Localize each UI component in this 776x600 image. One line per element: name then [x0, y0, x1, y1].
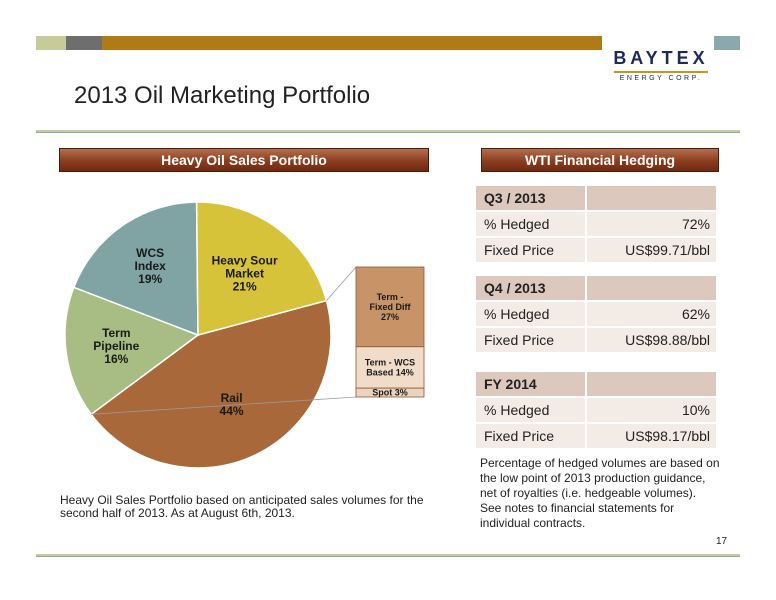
- bar-label-term-fixed-diff: Term -Fixed Diff 27%: [369, 292, 411, 322]
- breakdown-connectors: [91, 266, 357, 415]
- portfolio-footnote: Heavy Oil Sales Portfolio based on antic…: [60, 493, 424, 520]
- pie-slices: [64, 201, 332, 469]
- title-divider: [36, 130, 740, 133]
- pie-label-heavy-sour-market: Heavy Sour Market 21%: [212, 254, 278, 294]
- pie-label-rail: Rail 44%: [220, 391, 244, 418]
- hedge-period: FY 2014: [476, 372, 587, 398]
- hedge-value: US$98.17/bbl: [585, 423, 716, 450]
- logo-rule: [614, 71, 708, 73]
- hedge-value: US$99.71/bbl: [585, 237, 716, 264]
- bar-segment-spot: [355, 387, 425, 398]
- connector-top: [326, 266, 357, 301]
- hedge-value: 62%: [585, 301, 716, 328]
- left-panel-header: Heavy Oil Sales Portfolio: [59, 148, 429, 172]
- pie-slice-heavy-sour-market: [195, 201, 328, 336]
- bar-label-term-wcs-based: Term - WCS Based 14%: [365, 357, 415, 377]
- header-color-strip: [36, 36, 602, 50]
- strip-segment-gray: [66, 36, 102, 50]
- logo-wordmark: BAYTEX: [613, 48, 709, 68]
- hedge-table-q4: Q4 / 2013 % Hedged 62% Fixed Price US$98.8…: [476, 276, 716, 354]
- bar-label-spot: Spot 3%: [372, 388, 408, 398]
- page-number: 17: [716, 536, 728, 547]
- hedge-table-fy2014: FY 2014 % Hedged 10% Fixed Price US$98.17/…: [476, 372, 716, 450]
- heavy-oil-sales-chart: Term -Fixed Diff 27% Term - WCS Based 14% Sp…: [64, 201, 425, 469]
- strip-segment-gold: [102, 36, 602, 50]
- strip-segment-teal: [714, 36, 740, 50]
- rail-breakdown-bar: Term -Fixed Diff 27% Term - WCS Based 14% Sp…: [355, 266, 425, 398]
- right-panel-header: WTI Financial Hedging: [481, 148, 719, 172]
- hedge-label: % Hedged: [476, 397, 587, 424]
- pie-slice-term-pipeline: [64, 286, 200, 416]
- hedge-label: Fixed Price: [476, 237, 587, 264]
- pie-slice-rail: [90, 299, 332, 469]
- hedge-label: % Hedged: [476, 301, 587, 328]
- pie-slice-wcs-index: [72, 201, 199, 337]
- footer-divider: [36, 554, 740, 557]
- pie-labels: Rail 44% Term Pipeline 16% WCS Index 19% Heavy S…: [93, 246, 278, 418]
- pie-label-wcs-index: WCS Index 19%: [135, 246, 167, 286]
- hedging-footnote: Percentage of hedged volumes are based o…: [480, 456, 720, 530]
- hedge-label: Fixed Price: [476, 423, 587, 450]
- company-logo: BAYTEX ENERGY CORP.: [606, 40, 716, 96]
- strip-segment-olive: [36, 36, 66, 50]
- hedge-value: US$98.88/bbl: [585, 327, 716, 354]
- logo-subtitle: ENERGY CORP.: [619, 75, 703, 82]
- hedge-period: Q4 / 2013: [476, 276, 587, 302]
- hedge-label: Fixed Price: [476, 327, 587, 354]
- hedge-table-q3: Q3 / 2013 % Hedged 72% Fixed Price US$99.7…: [476, 186, 716, 264]
- bar-segment-term-fixed-diff: [355, 266, 425, 348]
- hedge-period: Q3 / 2013: [476, 186, 587, 212]
- hedge-value: 72%: [585, 211, 716, 238]
- hedge-value: 10%: [585, 397, 716, 424]
- pie-label-term-pipeline: Term Pipeline 16%: [93, 326, 139, 366]
- connector-bottom: [91, 396, 357, 415]
- hedge-label: % Hedged: [476, 211, 587, 238]
- page-title: 2013 Oil Marketing Portfolio: [74, 82, 371, 109]
